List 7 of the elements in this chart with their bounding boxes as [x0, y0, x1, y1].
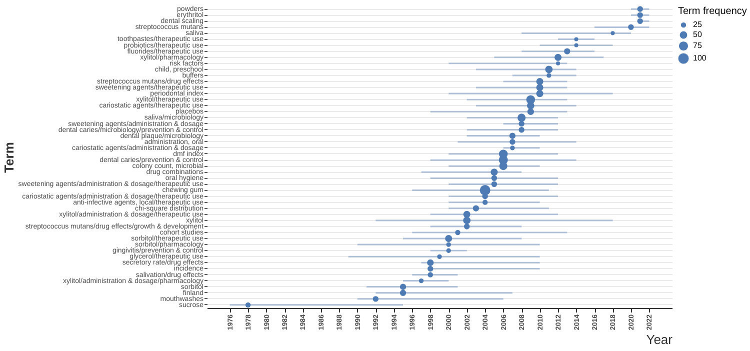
legend-label: 50	[693, 30, 702, 39]
y-axis-title: Term	[1, 142, 16, 173]
legend-title: Term frequency	[678, 6, 747, 17]
legend-label: 25	[693, 20, 702, 29]
legend-label: 75	[693, 41, 702, 50]
x-axis-title: Year	[646, 332, 674, 348]
legend-label: 100	[693, 54, 707, 62]
